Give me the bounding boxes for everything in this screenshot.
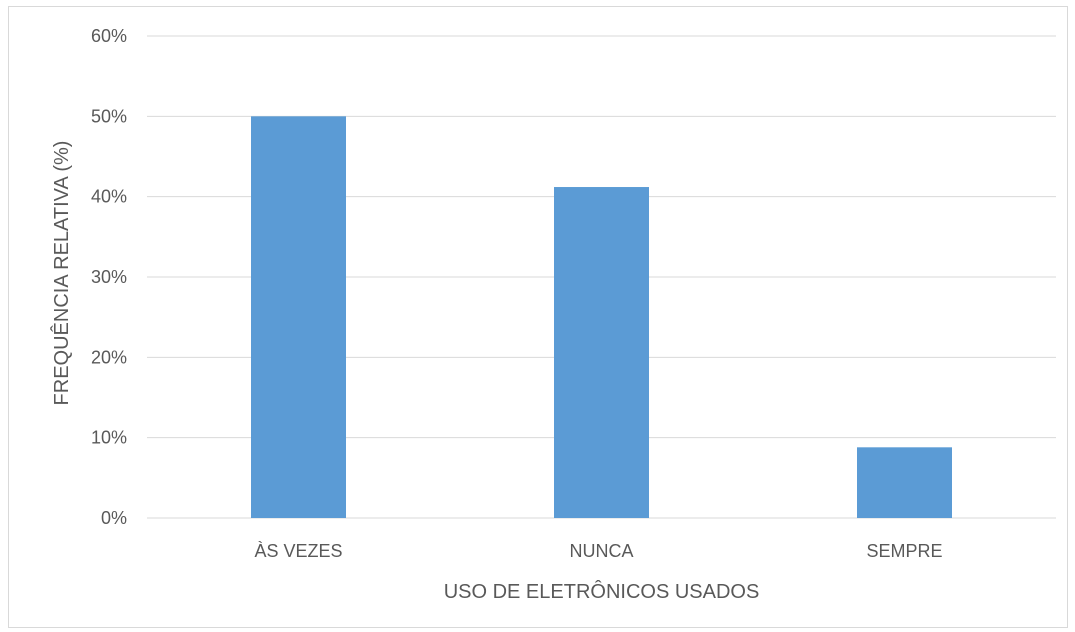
x-tick-label: NUNCA [569, 541, 633, 561]
y-axis-title: FREQUÊNCIA RELATIVA (%) [50, 141, 73, 406]
y-tick-label: 0% [101, 508, 127, 528]
x-axis-tick-labels: ÀS VEZES NUNCA SEMPRE [254, 541, 942, 561]
x-tick-label: SEMPRE [866, 541, 942, 561]
y-tick-label: 20% [91, 347, 127, 367]
y-tick-label: 50% [91, 106, 127, 126]
y-tick-label: 30% [91, 267, 127, 287]
bars [251, 116, 952, 518]
x-tick-label: ÀS VEZES [254, 541, 342, 561]
x-axis-title: USO DE ELETRÔNICOS USADOS [444, 580, 760, 603]
bar [857, 447, 952, 518]
y-tick-label: 10% [91, 428, 127, 448]
y-axis-tick-labels: 0% 10% 20% 30% 40% 50% 60% [91, 26, 127, 528]
chart-frame [8, 6, 1068, 628]
bar [554, 187, 649, 518]
y-tick-label: 60% [91, 26, 127, 46]
y-tick-label: 40% [91, 187, 127, 207]
bar [251, 116, 346, 518]
